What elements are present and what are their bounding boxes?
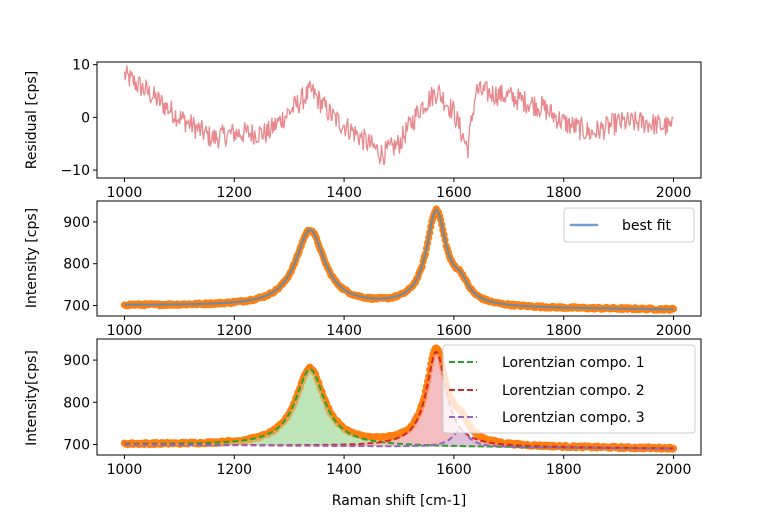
x-tick-label: 1200 xyxy=(216,462,252,478)
x-tick-label: 1000 xyxy=(107,462,143,478)
legend-label-compo-2: Lorentzian compo. 2 xyxy=(502,383,645,399)
x-tick-label: 1400 xyxy=(326,185,362,201)
x-tick-label: 1800 xyxy=(546,185,582,201)
residual-panel: 1000 1200 1400 1600 1800 2000 −10 0 10 Residual… xyxy=(24,58,702,201)
residual-y-axis-label: Residual [cps] xyxy=(24,71,40,169)
x-tick-label: 2000 xyxy=(656,185,692,201)
x-tick-label: 1200 xyxy=(216,185,252,201)
y-tick-label: 800 xyxy=(63,257,90,273)
components-legend: Lorentzian compo. 1 Lorentzian compo. 2 … xyxy=(442,344,696,434)
fit-legend: best fit xyxy=(563,207,695,243)
components-plot-area xyxy=(120,344,678,453)
x-tick-label: 1600 xyxy=(436,462,472,478)
x-tick-label: 1000 xyxy=(107,185,143,201)
y-tick-label: 900 xyxy=(63,353,90,369)
x-tick-label: 1400 xyxy=(326,462,362,478)
y-tick-label: 700 xyxy=(63,299,90,315)
x-tick-label: 1600 xyxy=(436,323,472,339)
x-tick-label: 1000 xyxy=(107,323,143,339)
fit-legend-box xyxy=(563,207,695,243)
components-y-axis-label: Intensity[cps] xyxy=(24,350,40,446)
fit-y-ticks: 700 800 900 xyxy=(63,215,97,315)
residual-x-ticks: 1000 1200 1400 1600 1800 2000 xyxy=(107,178,692,201)
components-legend-box xyxy=(442,344,696,434)
components-panel: 1000 1200 1400 1600 1800 2000 700 800 900 Inten… xyxy=(24,338,702,509)
residual-y-ticks: −10 0 10 xyxy=(60,58,97,179)
components-axes-frame xyxy=(96,338,702,456)
x-tick-label: 1400 xyxy=(326,323,362,339)
x-tick-label: 1800 xyxy=(546,462,582,478)
y-tick-label: −10 xyxy=(60,163,90,179)
components-x-ticks: 1000 1200 1400 1600 1800 2000 xyxy=(107,455,692,478)
fit-plot-area xyxy=(120,205,678,314)
y-tick-label: 700 xyxy=(63,437,90,453)
x-tick-label: 2000 xyxy=(656,462,692,478)
components-y-ticks: 700 800 900 xyxy=(63,353,97,453)
residual-line xyxy=(123,65,674,166)
x-tick-label: 1800 xyxy=(546,323,582,339)
fit-legend-label-best-fit: best fit xyxy=(622,218,672,234)
fit-panel: 1000 1200 1400 1600 1800 2000 700 800 900 Inten… xyxy=(24,200,702,339)
y-tick-label: 10 xyxy=(72,58,90,74)
residual-axes-frame xyxy=(96,61,702,179)
residual-plot-area xyxy=(123,65,674,166)
best-fit-line xyxy=(124,208,674,311)
legend-label-compo-1: Lorentzian compo. 1 xyxy=(502,355,645,371)
components-x-axis-label: Raman shift [cm-1] xyxy=(332,493,466,509)
component-3-line xyxy=(124,429,674,450)
x-tick-label: 1600 xyxy=(436,185,472,201)
fit-y-axis-label: Intensity [cps] xyxy=(24,208,40,308)
x-tick-label: 1200 xyxy=(216,323,252,339)
x-tick-label: 2000 xyxy=(656,323,692,339)
fit-x-ticks: 1000 1200 1400 1600 1800 2000 xyxy=(107,316,692,339)
legend-label-compo-3: Lorentzian compo. 3 xyxy=(502,410,645,426)
y-tick-label: 900 xyxy=(63,215,90,231)
y-tick-label: 800 xyxy=(63,395,90,411)
fit-axes-frame xyxy=(96,200,702,317)
y-tick-label: 0 xyxy=(81,110,90,126)
